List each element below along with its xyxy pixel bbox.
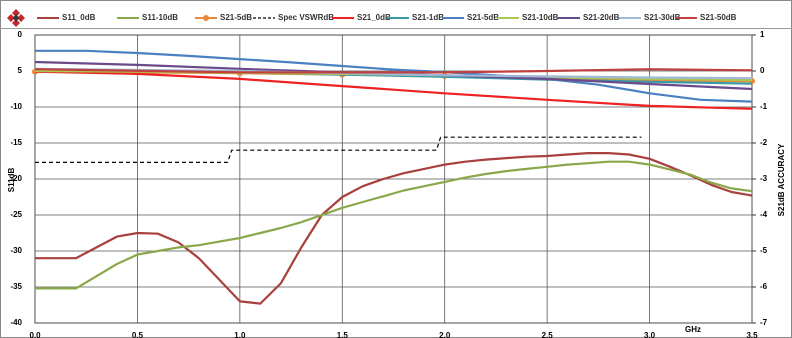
legend-label: S11_0dB	[62, 13, 96, 22]
series-line	[35, 136, 642, 163]
y2-tick-label: -2	[760, 138, 768, 147]
x-tick-label: 2.5	[542, 331, 554, 338]
y-tick-label: -10	[10, 102, 22, 111]
x-tick-label: 3.0	[644, 331, 656, 338]
legend-label: Spec VSWRdB	[278, 13, 334, 22]
x-tick-label: 0.5	[132, 331, 144, 338]
series-line	[35, 152, 753, 305]
y-tick-label: -25	[10, 210, 22, 219]
y-axis-label: S11dB	[7, 168, 16, 193]
legend-label: S21-1dB	[412, 13, 444, 22]
legend-label: S11-10dB	[142, 13, 178, 22]
series-line	[34, 68, 753, 74]
y2-tick-label: -4	[760, 210, 768, 219]
y-tick-label: -35	[10, 282, 22, 291]
legend-label: S21-10dB	[522, 13, 559, 22]
y-tick-label: 0	[18, 30, 23, 39]
x-tick-label: 0.0	[29, 331, 41, 338]
legend-label: S21-20dB	[583, 13, 620, 22]
x-tick-label: 3.5	[746, 331, 758, 338]
y2-tick-label: -7	[760, 318, 768, 327]
x-tick-label: 2.0	[439, 331, 451, 338]
legend-label: S21_0dB	[357, 13, 391, 22]
y-tick-label: 5	[18, 66, 23, 75]
legend-label: S21-50dB	[700, 13, 737, 22]
legend-label: S21-30dB	[644, 13, 681, 22]
series-line	[35, 49, 753, 103]
series-line	[34, 70, 753, 110]
x-tick-label: 1.0	[234, 331, 246, 338]
x-tick-label: 1.5	[337, 331, 349, 338]
series-line	[35, 160, 753, 290]
y2-tick-label: 0	[760, 66, 765, 75]
y2-tick-label: -1	[760, 102, 768, 111]
y-tick-label: -40	[10, 318, 22, 327]
y2-tick-label: -5	[760, 246, 768, 255]
y-tick-label: -30	[10, 246, 22, 255]
y2-tick-label: -3	[760, 174, 768, 183]
legend-label: S21-5dB	[467, 13, 499, 22]
y2-tick-label: 1	[760, 30, 765, 39]
y2-tick-label: -6	[760, 282, 768, 291]
legend-marker	[203, 15, 209, 21]
legend-label: S21-5dB	[220, 13, 252, 22]
x-axis-label: GHz	[685, 325, 701, 334]
y2-axis-label: S21dB ACCURACY	[777, 143, 786, 216]
logo	[7, 9, 25, 27]
y-tick-label: -15	[10, 138, 22, 147]
y-tick-label: -20	[10, 174, 22, 183]
